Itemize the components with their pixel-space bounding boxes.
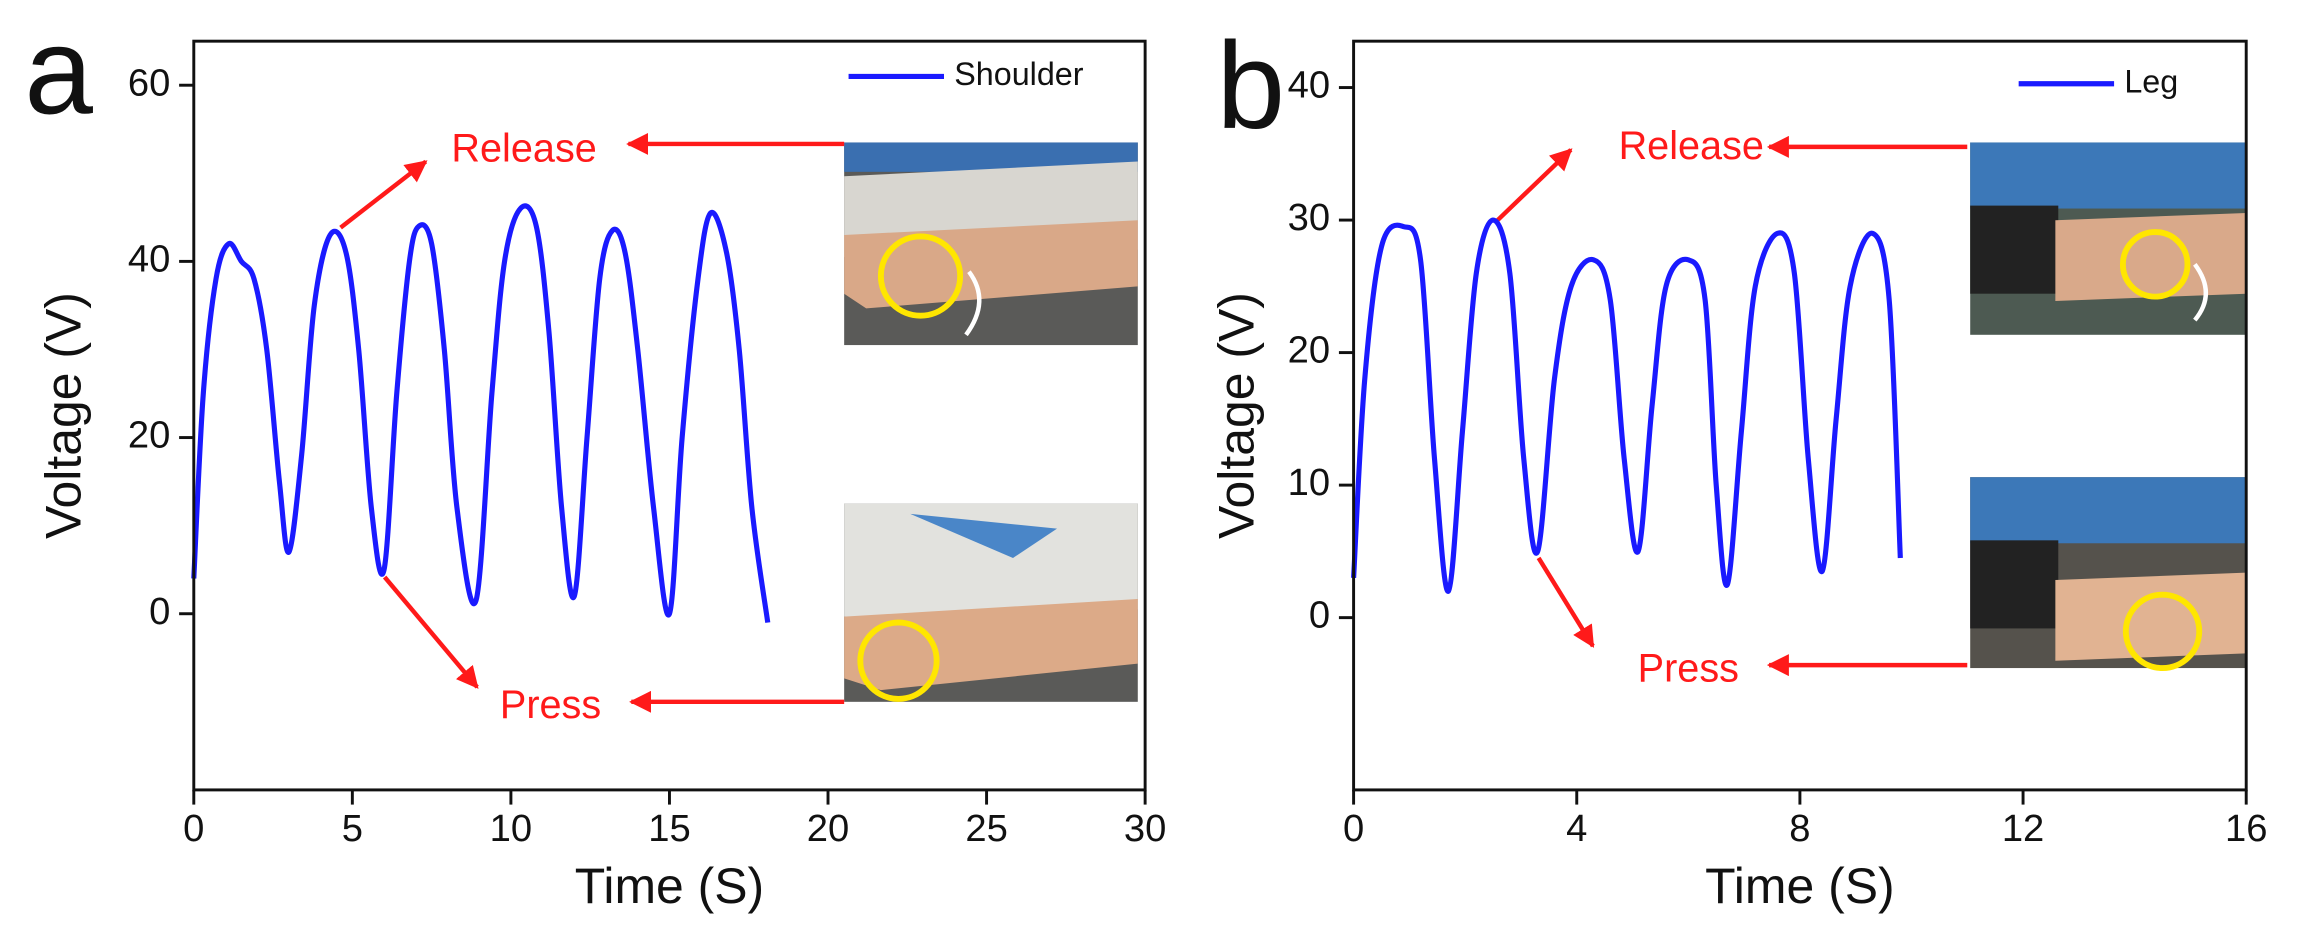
- y-axis-label: Voltage (V): [36, 292, 92, 539]
- y-tick-label: 10: [1288, 461, 1330, 504]
- panel-label: a: [24, 2, 93, 140]
- annotation: Release: [1619, 124, 1764, 168]
- x-tick-label: 8: [1789, 807, 1810, 850]
- y-axis-label: Voltage (V): [1209, 292, 1265, 539]
- photo: [844, 142, 1138, 346]
- x-tick-label: 10: [490, 807, 532, 850]
- y-tick-label: 20: [1288, 329, 1330, 372]
- annotation: Press: [1638, 646, 1739, 690]
- x-tick-label: 4: [1566, 807, 1587, 850]
- y-tick-label: 0: [1309, 594, 1330, 637]
- x-tick-label: 30: [1124, 807, 1166, 850]
- plot-frame: [1352, 39, 2248, 792]
- x-axis-label: Time (S): [575, 858, 764, 914]
- x-tick-label: 15: [648, 807, 690, 850]
- x-tick-label: 0: [1343, 807, 1364, 850]
- y-tick-label: 30: [1288, 196, 1330, 239]
- x-tick-label: 25: [965, 807, 1007, 850]
- x-axis-label: Time (S): [1705, 858, 1894, 914]
- y-tick-label: 40: [128, 237, 170, 280]
- photo: [1970, 142, 2247, 335]
- legend-label: Leg: [2124, 63, 2178, 99]
- x-tick-label: 12: [2002, 807, 2044, 850]
- panel-label: b: [1217, 17, 1286, 155]
- y-tick-label: 20: [128, 414, 170, 457]
- y-tick-label: 40: [1288, 64, 1330, 107]
- data-line: [1351, 217, 1903, 594]
- annotation: Press: [500, 683, 601, 727]
- photo: [1970, 477, 2247, 671]
- annotation: Release: [451, 127, 596, 171]
- annotation-arrows: [339, 132, 1968, 713]
- y-tick-label: 0: [149, 590, 170, 633]
- y-tick-label: 60: [128, 61, 170, 104]
- photo: [844, 503, 1138, 702]
- legend-label: Shoulder: [954, 56, 1083, 92]
- x-tick-label: 20: [807, 807, 849, 850]
- x-tick-label: 5: [342, 807, 363, 850]
- x-tick-label: 0: [183, 807, 204, 850]
- data-line: [191, 203, 771, 623]
- plot-frame: [192, 39, 1147, 792]
- x-tick-label: 16: [2225, 807, 2267, 850]
